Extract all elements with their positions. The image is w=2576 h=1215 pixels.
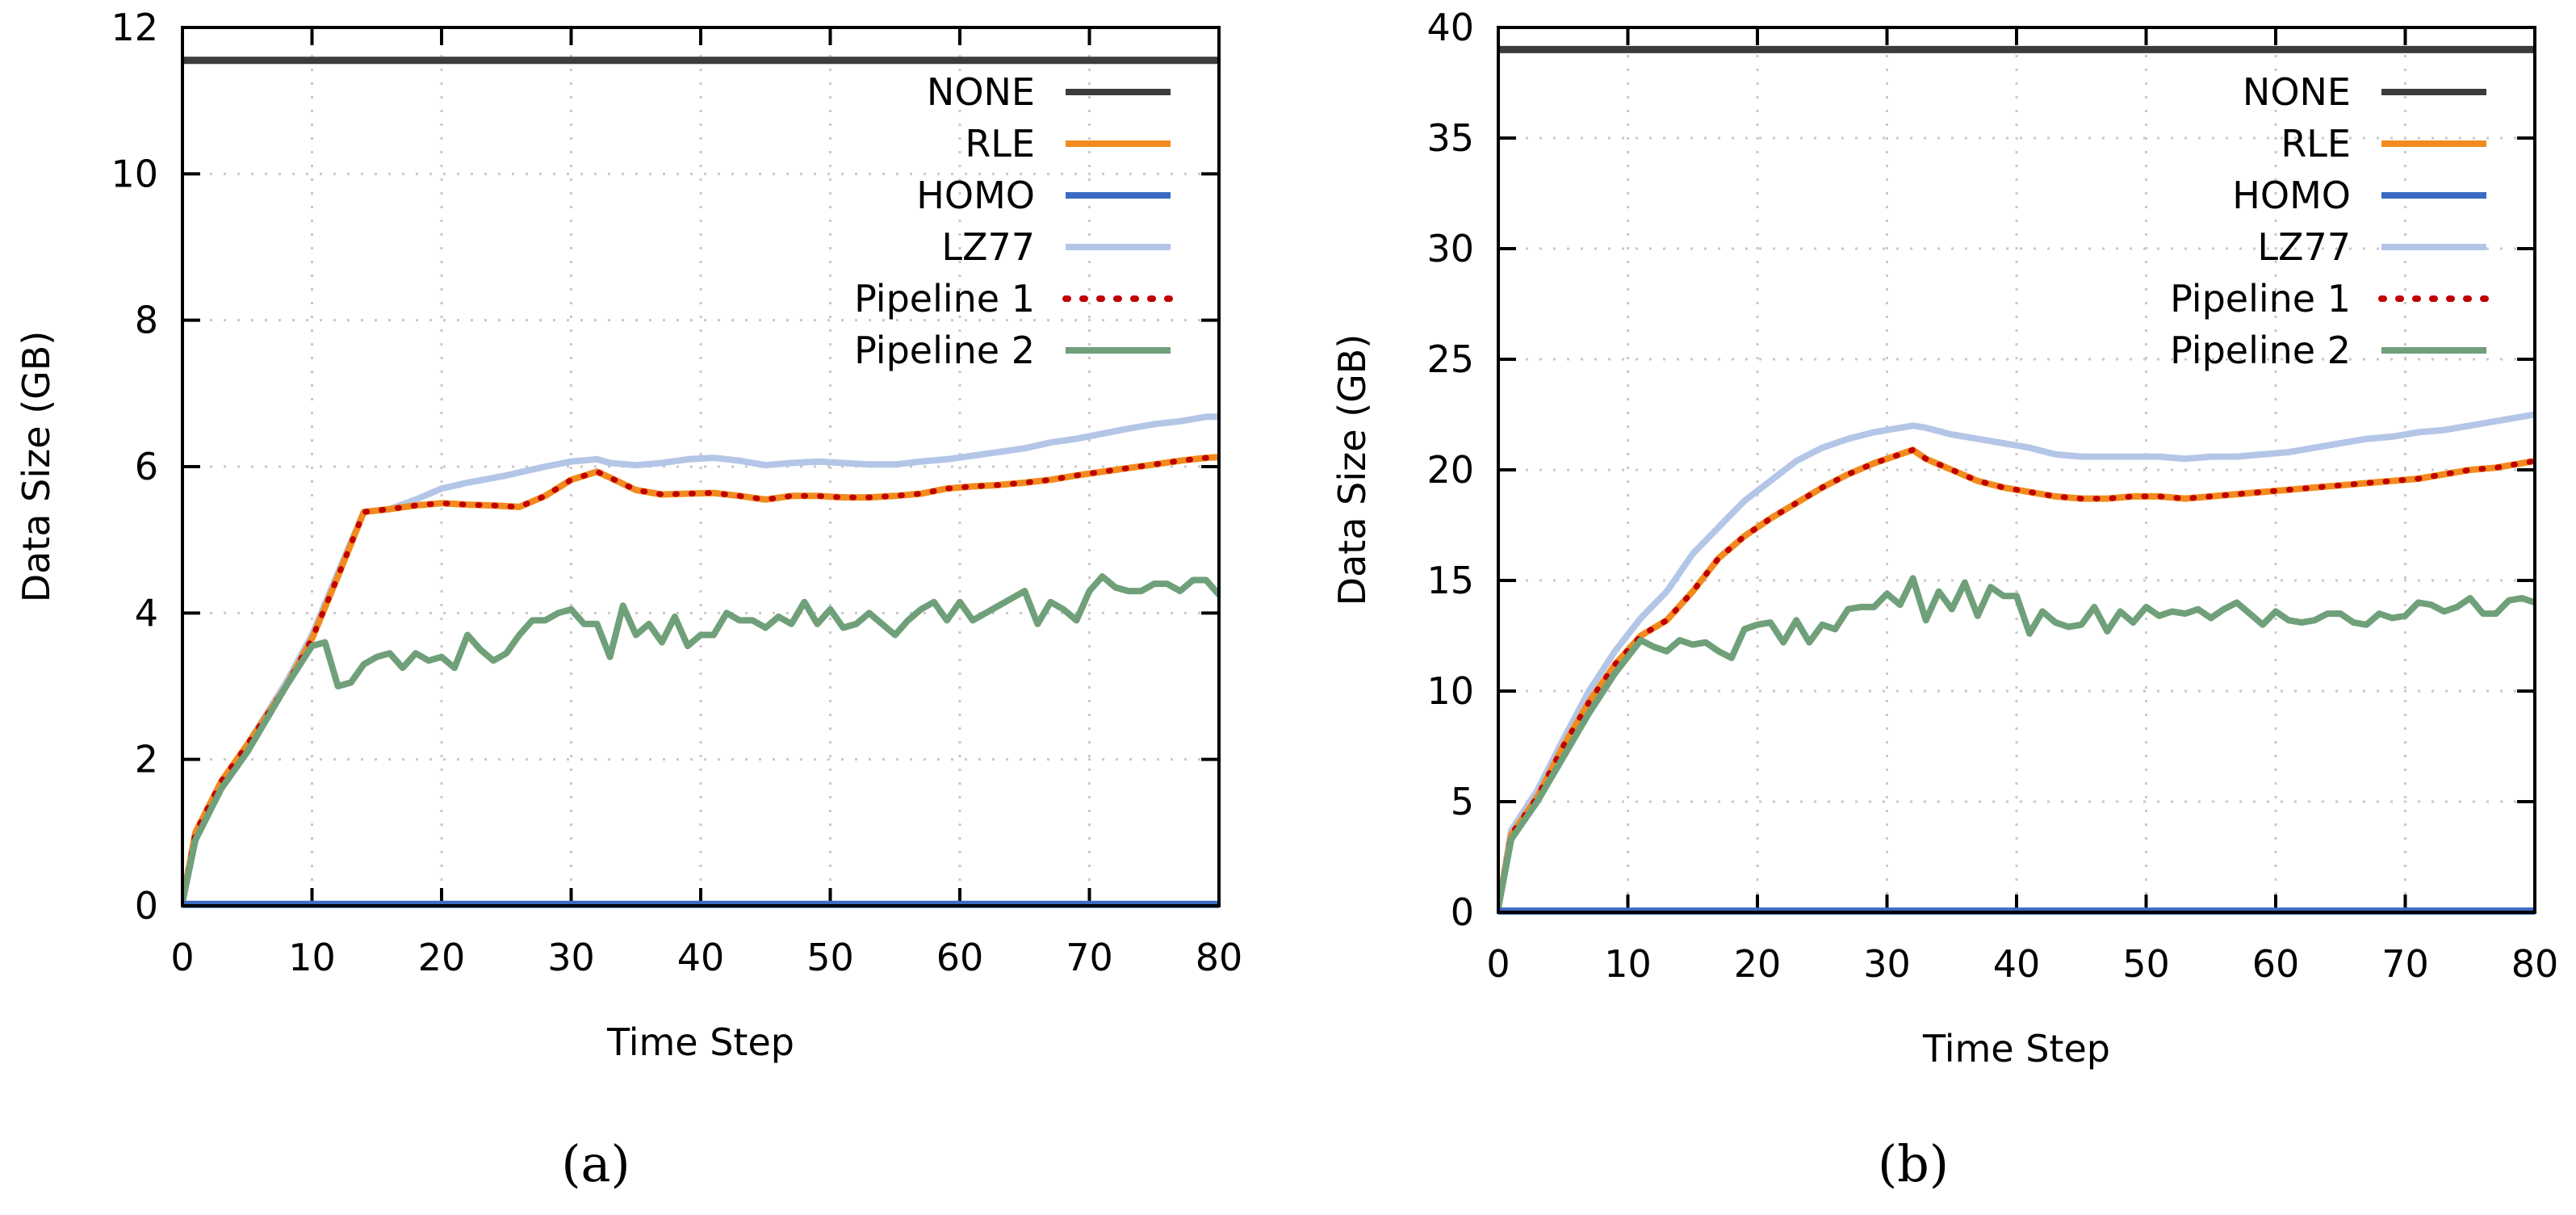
y-tick-label: 6 <box>135 445 158 488</box>
series-line-pipeline-1 <box>182 454 1219 905</box>
series-line-pipeline-2 <box>1498 575 2535 911</box>
chart-panel-b: 0 10 20 30 40 50 60 70 80 0 5 10 15 20 25 30 35 40 Time St… <box>1330 6 2558 1070</box>
y-tick-label: 30 <box>1426 227 1474 270</box>
legend-label-rle: RLE <box>965 122 1035 165</box>
x-axis-label: Time Step <box>1922 1027 2110 1070</box>
plot-frame <box>1497 26 2536 914</box>
legend-label-homo: HOMO <box>2232 174 2351 217</box>
x-tick-label: 80 <box>2511 942 2559 986</box>
legend-label-rle: RLE <box>2281 122 2351 165</box>
x-tick-label: 0 <box>170 936 194 979</box>
y-tick-label: 0 <box>135 884 158 928</box>
panel-label-a: (a) <box>561 1134 630 1193</box>
y-tick-label: 8 <box>135 299 158 342</box>
y-tick-label: 2 <box>135 738 158 781</box>
x-tick-label: 0 <box>1486 942 1510 986</box>
x-tick-label: 30 <box>547 936 595 979</box>
legend-label-pipeline-1: Pipeline 1 <box>2170 277 2351 321</box>
x-tick-label: 50 <box>2122 942 2170 986</box>
y-tick-label: 15 <box>1426 559 1474 602</box>
series-line-pipeline-2 <box>182 573 1219 906</box>
legend-label-pipeline-1: Pipeline 1 <box>854 277 1035 321</box>
plot-frame <box>181 26 1221 907</box>
y-tick-label: 4 <box>135 591 158 635</box>
x-tick-label: 10 <box>1604 942 1652 986</box>
y-axis-label: Data Size (GB) <box>1330 334 1374 606</box>
y-tick-label: 25 <box>1426 337 1474 381</box>
legend-label-none: NONE <box>927 70 1035 114</box>
x-tick-label: 10 <box>288 936 336 979</box>
legend: NONE RLE HOMO LZ77 Pipeline 1 Pipeline 2 <box>854 70 1174 372</box>
y-axis-label: Data Size (GB) <box>15 331 58 603</box>
series-line-pipeline-1 <box>1498 446 2535 911</box>
x-tick-label: 30 <box>1863 942 1911 986</box>
x-axis-label: Time Step <box>606 1020 794 1064</box>
y-tick-label: 40 <box>1426 6 1474 49</box>
chart-panel-a: 0 10 20 30 40 50 60 70 80 0 2 4 6 8 10 12 Time Step Data … <box>15 6 1242 1064</box>
x-tick-label: 70 <box>1066 936 1113 979</box>
x-tick-label: 80 <box>1196 936 1243 979</box>
y-tick-label: 0 <box>1451 890 1474 934</box>
y-tick-label: 10 <box>1426 669 1474 713</box>
x-tick-label: 40 <box>677 936 725 979</box>
x-tick-label: 70 <box>2381 942 2429 986</box>
y-tick-label: 35 <box>1426 116 1474 160</box>
legend-label-lz77: LZ77 <box>941 225 1035 269</box>
legend-label-pipeline-2: Pipeline 2 <box>2170 329 2351 372</box>
x-tick-label: 50 <box>806 936 854 979</box>
legend-label-pipeline-2: Pipeline 2 <box>854 329 1035 372</box>
y-tick-label: 10 <box>111 152 158 195</box>
x-tick-label: 60 <box>2252 942 2300 986</box>
x-tick-label: 20 <box>418 936 466 979</box>
x-tick-label: 60 <box>936 936 984 979</box>
legend-label-none: NONE <box>2243 70 2351 114</box>
y-tick-label: 20 <box>1426 448 1474 492</box>
x-tick-label: 40 <box>1993 942 2041 986</box>
panel-label-b: (b) <box>1877 1134 1950 1193</box>
y-tick-label: 5 <box>1451 780 1474 823</box>
x-tick-label: 20 <box>1734 942 1782 986</box>
legend-label-homo: HOMO <box>916 174 1035 217</box>
y-tick-label: 12 <box>111 6 158 49</box>
legend-label-lz77: LZ77 <box>2257 225 2351 269</box>
series-line-lz77 <box>1498 411 2535 911</box>
legend: NONE RLE HOMO LZ77 Pipeline 1 Pipeline 2 <box>2170 70 2490 372</box>
